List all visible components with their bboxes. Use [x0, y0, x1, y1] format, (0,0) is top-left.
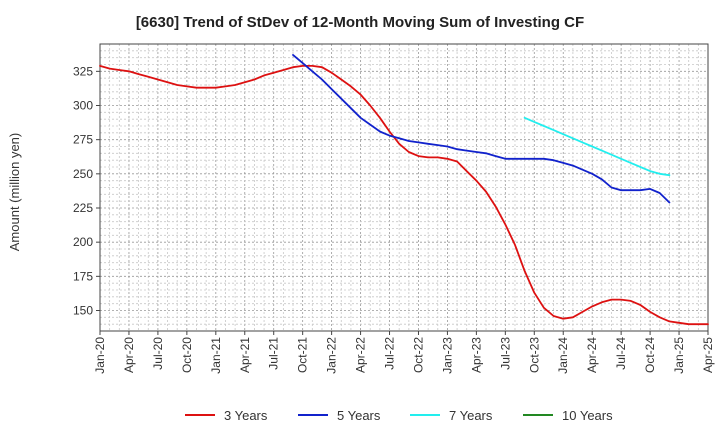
y-tick-label: 300: [73, 99, 93, 113]
y-tick-label: 150: [73, 304, 93, 318]
x-tick-label: Jan-22: [325, 337, 339, 374]
x-tick-label: Jan-23: [440, 337, 454, 374]
y-tick-label: 175: [73, 269, 93, 283]
x-tick-label: Oct-22: [411, 337, 425, 373]
y-tick-label: 250: [73, 167, 93, 181]
x-tick-label: Jul-20: [151, 337, 165, 370]
plot-frame: [99, 43, 709, 332]
legend-label-7-years: 7 Years: [449, 408, 493, 423]
x-tick-label: Apr-21: [238, 337, 252, 373]
x-tick-label: Oct-23: [527, 337, 541, 373]
x-tick-label: Oct-24: [643, 337, 657, 373]
series-line-5-years: [292, 54, 671, 204]
x-tick-label: Jan-25: [672, 337, 686, 374]
series-line-7-years: [523, 116, 671, 177]
legend: 3 Years 5 Years 7 Years 10 Years: [185, 408, 613, 423]
x-tick-label: Jul-23: [498, 337, 512, 370]
y-tick-label: 200: [73, 235, 93, 249]
tick-layer: 150 175 200 225 250 275 300 325 Jan-20 Apr-20 Jul-…: [73, 64, 715, 373]
legend-label-5-years: 5 Years: [337, 408, 381, 423]
series-layer: [99, 54, 709, 326]
x-tick-label: Oct-20: [180, 337, 194, 373]
series-line-3-years: [99, 65, 709, 326]
x-tick-label: Jan-24: [556, 337, 570, 374]
grid-layer: [100, 44, 708, 331]
x-tick-label: Oct-21: [296, 337, 310, 373]
chart-title: [6630] Trend of StDev of 12-Month Moving…: [135, 14, 585, 31]
x-tick-label: Apr-25: [701, 337, 715, 373]
x-tick-label: Apr-22: [354, 337, 368, 373]
x-tick-label: Jan-21: [209, 337, 223, 374]
legend-label-10-years: 10 Years: [562, 408, 613, 423]
x-tick-label: Apr-20: [122, 337, 136, 373]
x-tick-label: Jul-24: [614, 337, 628, 370]
y-tick-label: 225: [73, 201, 93, 215]
x-tick-label: Jul-21: [267, 337, 281, 370]
x-tick-label: Apr-23: [469, 337, 483, 373]
x-tick-label: Apr-24: [585, 337, 599, 373]
y-tick-label: 275: [73, 133, 93, 147]
y-tick-label: 325: [73, 64, 93, 78]
x-tick-label: Jan-20: [93, 337, 107, 374]
legend-label-3-years: 3 Years: [224, 408, 268, 423]
y-axis-label: Amount (million yen): [7, 133, 22, 252]
x-tick-label: Jul-22: [383, 337, 397, 370]
